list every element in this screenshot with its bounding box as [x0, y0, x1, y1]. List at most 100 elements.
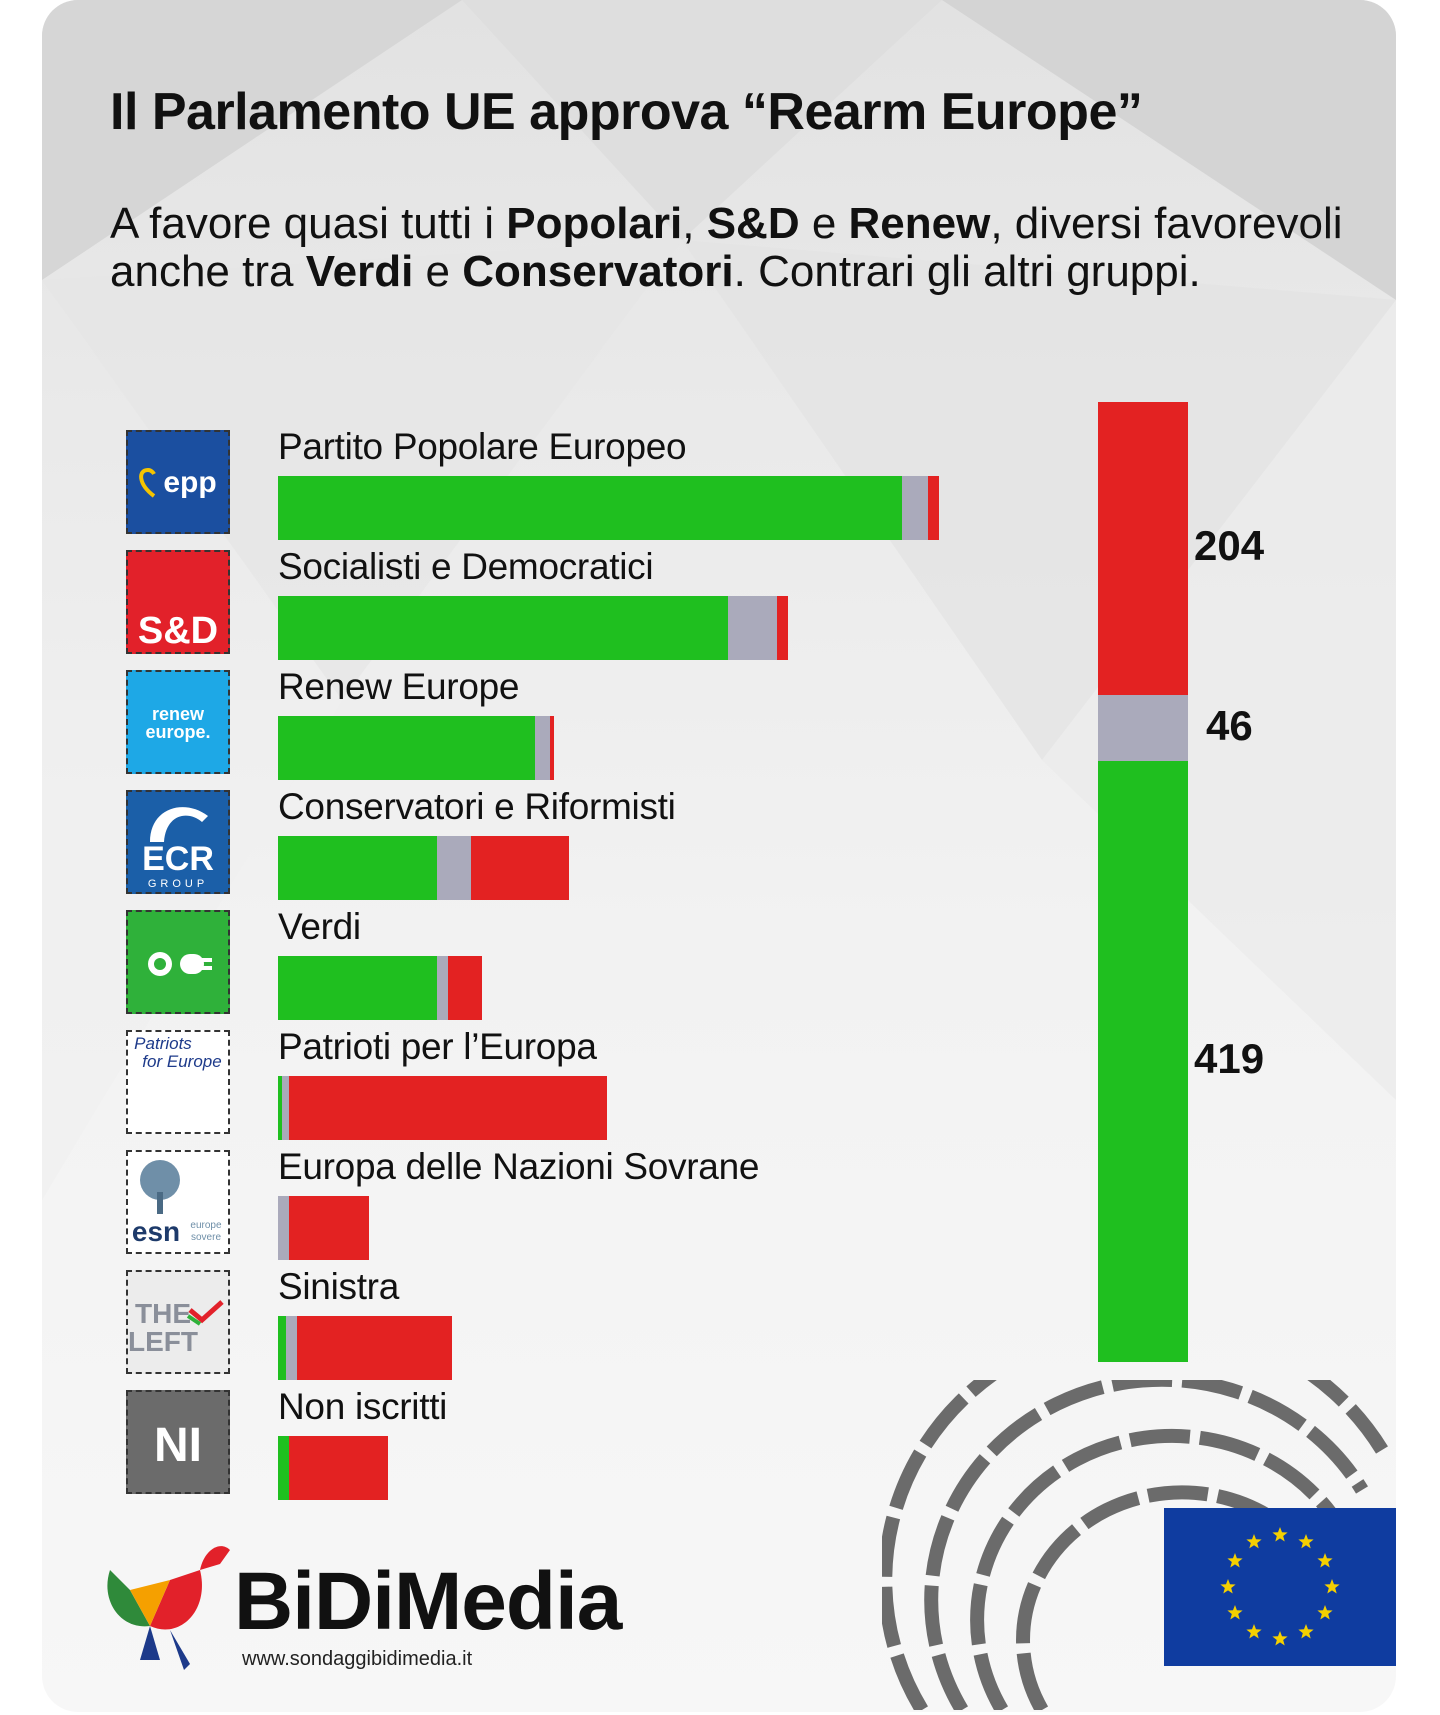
category-label: Patrioti per l’Europa [278, 1026, 597, 1067]
category-label: Renew Europe [278, 666, 520, 707]
total-segment [1098, 760, 1188, 1362]
subtitle-bold-popolari: Popolari [506, 199, 683, 248]
bar-segment-contrari [928, 476, 940, 540]
brand-url[interactable]: www.sondaggibidimedia.it [242, 1648, 473, 1670]
ni-logo: NI [126, 1390, 230, 1494]
ecr-logo: ECR GROUP [126, 790, 230, 894]
subtitle-text: , [682, 199, 707, 248]
subtitle-text: A favore quasi tutti i [110, 199, 507, 248]
category-label: Verdi [278, 906, 361, 947]
star-icon [1272, 1527, 1288, 1542]
total-value-label: 419 [1194, 1035, 1265, 1083]
bar-segment-astenuti [436, 956, 449, 1020]
bar-segment-astenuti [727, 596, 777, 660]
star-icon [1317, 1605, 1333, 1620]
bar-segment-contrari [289, 1436, 388, 1500]
ecr-logo-text-1: ECR [142, 840, 214, 878]
renew-logo-text-1: renew [151, 704, 205, 724]
the-left-logo-text-2: LEFT [128, 1326, 198, 1357]
category-label: Non iscritti [278, 1386, 448, 1427]
total-segment [1098, 694, 1188, 761]
category-label: Sinistra [278, 1266, 399, 1307]
epp-heart-icon [139, 467, 156, 498]
bar-segment-favorevoli [278, 1076, 282, 1140]
ecr-logo-text-2: GROUP [147, 878, 209, 890]
bar-segment-contrari [550, 716, 554, 780]
renew-logo-text-2: europe. [145, 722, 211, 742]
patriots-logo: Patriots for Europe [126, 1030, 230, 1134]
star-icon [1272, 1631, 1288, 1646]
sd-logo: S&D [126, 550, 230, 654]
verdi-logo [126, 910, 230, 1014]
star-icon [1298, 1534, 1314, 1549]
bar-segment-contrari [289, 1076, 607, 1140]
background-facets [42, 0, 1396, 1200]
total-value-label: 46 [1206, 701, 1253, 749]
star-icon [1246, 1534, 1262, 1549]
subtitle-bold-sd: S&D [706, 199, 800, 248]
bar-segment-astenuti [535, 716, 551, 780]
infographic-card: Il Parlamento UE approva “Rearm Europe” … [42, 0, 1396, 1712]
subtitle-text: e [413, 247, 463, 296]
patriots-logo-text-2: for Europe [142, 1052, 222, 1071]
brand-name: BiDiMedia [234, 1556, 622, 1647]
subtitle-text: . Contrari gli altri gruppi. [733, 247, 1201, 296]
esn-logo-text-3: sovere [190, 1232, 221, 1243]
total-value-label: 204 [1194, 522, 1265, 570]
bar-segment-favorevoli [278, 596, 728, 660]
subtitle-text: e [799, 199, 849, 248]
bar-segment-favorevoli [278, 716, 536, 780]
star-icon [1324, 1579, 1340, 1594]
star-icon [1220, 1579, 1236, 1594]
chart-subtitle: A favore quasi tutti i Popolari, S&D e R… [110, 200, 1350, 296]
star-icon [1227, 1553, 1243, 1568]
bar-segment-contrari [289, 1196, 369, 1260]
esn-logo-text-2: europe [190, 1220, 222, 1231]
category-label: Socialisti e Democratici [278, 546, 654, 587]
bar-segment-contrari [776, 596, 789, 660]
subtitle-text: , diversi favorevoli anche tra [110, 199, 1343, 296]
star-icon [1317, 1553, 1333, 1568]
bar-segment-favorevoli [278, 956, 437, 1020]
star-icon [1246, 1624, 1262, 1639]
patriots-logo-text-1: Patriots [134, 1034, 192, 1053]
ecr-lion-icon [150, 807, 208, 842]
bar-segment-contrari [296, 1316, 452, 1380]
category-label: Conservatori e Riformisti [278, 786, 676, 827]
eu-stars-icon [1220, 1527, 1340, 1646]
renew-logo: renew europe. [126, 670, 230, 774]
bar-segment-astenuti [436, 836, 471, 900]
bar-segment-favorevoli [278, 476, 902, 540]
total-segment [1098, 402, 1188, 695]
epp-logo-text: epp [163, 466, 217, 499]
bar-segment-contrari [448, 956, 483, 1020]
eu-flag [1164, 1508, 1396, 1666]
checkmark-icon [186, 1300, 224, 1326]
tree-icon [140, 1160, 180, 1214]
bar-segment-favorevoli [278, 1316, 286, 1380]
bar-segment-contrari [470, 836, 570, 900]
star-icon [1298, 1624, 1314, 1639]
esn-logo-text-1: esn [131, 1216, 181, 1247]
bar-segment-astenuti [278, 1196, 290, 1260]
bar-segment-astenuti [901, 476, 929, 540]
bar-segment-favorevoli [278, 1436, 290, 1500]
category-label: Partito Popolare Europeo [278, 426, 687, 467]
the-left-logo: THE LEFT [126, 1270, 230, 1374]
bar-segment-astenuti [285, 1316, 297, 1380]
rooster-logo-icon [107, 1546, 230, 1670]
chart-title: Il Parlamento UE approva “Rearm Europe” [110, 83, 1143, 141]
subtitle-bold-conservatori: Conservatori [462, 247, 734, 296]
epp-logo: epp [126, 430, 230, 534]
sunflower-plug-icon [148, 952, 212, 976]
bar-segment-astenuti [281, 1076, 290, 1140]
esn-logo: esn europe sovere [126, 1150, 230, 1254]
ni-logo-text: NI [154, 1419, 202, 1472]
the-left-logo-text-1: THE [135, 1298, 191, 1329]
star-icon [1227, 1605, 1243, 1620]
bar-segment-favorevoli [278, 836, 437, 900]
subtitle-bold-renew: Renew [848, 199, 991, 248]
subtitle-bold-verdi: Verdi [305, 247, 414, 296]
sd-logo-text: S&D [137, 610, 219, 652]
category-label: Europa delle Nazioni Sovrane [278, 1146, 760, 1187]
